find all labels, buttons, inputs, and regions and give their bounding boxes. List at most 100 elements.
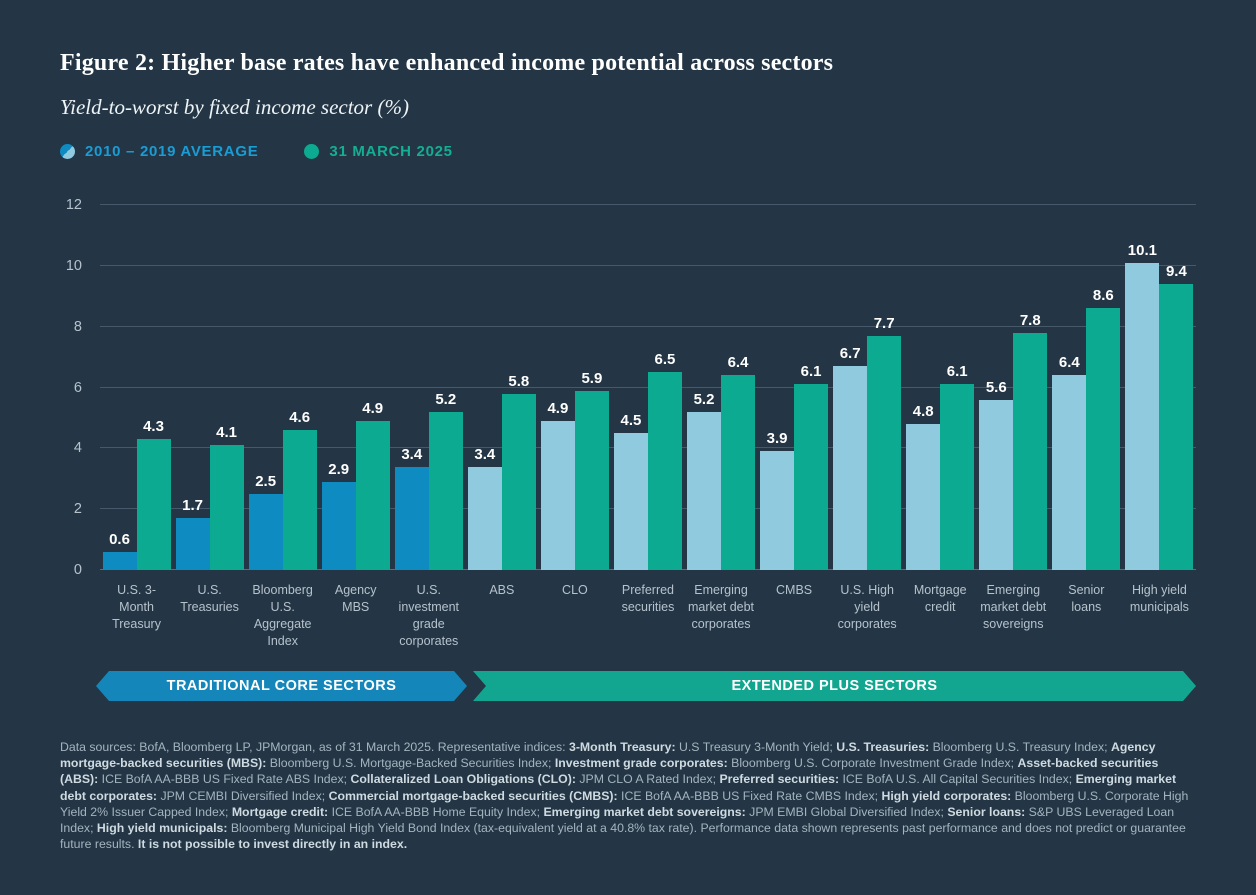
bar-average-column: 3.4 [394,446,429,570]
bar-current [428,411,463,570]
bar-value-label: 10.1 [1127,241,1157,259]
footnote-bold-segment: Preferred securities: [719,772,840,787]
bar-average [979,399,1014,570]
bar-current [867,335,902,570]
footnote-segment: Bloomberg U.S. Corporate Investment Grad… [727,756,1018,771]
y-tick-label: 12 [65,197,82,213]
gridline [100,204,1196,205]
bar-current-column: 5.8 [501,373,536,570]
bar-average [467,466,502,570]
bar-average-column: 4.8 [906,403,941,570]
bar-value-label: 1.7 [182,497,204,515]
footnote-segment: S&P UBS Leveraged Loan Index; [60,804,1175,836]
bar-average-column: 1.7 [175,497,210,570]
y-tick-label: 0 [73,562,82,578]
bar-average-column: 5.6 [979,379,1014,570]
bar-group: 5.2 6.4 [685,354,758,570]
bar-average [906,424,941,570]
bar-value-label: 4.9 [362,399,384,417]
bar-average [760,451,795,570]
bar-current [136,439,171,570]
bar-group: 1.7 4.1 [173,424,246,570]
gridline [100,264,1196,266]
banner-extended-plus: EXTENDED PLUS SECTORS [473,671,1196,701]
x-axis-label: ABS [489,583,515,597]
bar-groups: 0.6 4.3 1.7 4.1 2.5 4.6 2.9 4.9 3.4 5.2 3.4 5.8 4.9 5… [100,205,1196,570]
bar-value-label: 4.8 [912,403,934,420]
bar-value-label: 2.5 [255,472,277,490]
bar-current [794,384,829,570]
bar-value-label: 7.8 [1019,311,1041,329]
bar-current [282,430,317,570]
footnote-segment: JPM EMBI Global Diversified Index; [745,804,948,819]
bar-group: 4.5 6.5 [611,351,684,570]
bar-average [613,433,648,570]
chart-subtitle: Yield-to-worst by fixed income sector (%… [60,95,409,119]
bar-current [355,420,390,570]
y-tick-label: 4 [73,440,82,457]
bar-value-label: 6.4 [727,354,749,372]
bar-current [1159,284,1194,570]
bar-group: 10.1 9.4 [1123,242,1196,570]
x-axis-label: U.S. Treasuries [180,583,239,614]
bar-group: 3.4 5.8 [465,373,538,570]
bar-value-label: 8.6 [1092,287,1114,305]
bar-current [721,375,756,570]
footnote-segment: Bloomberg U.S. Treasury Index; [929,740,1111,754]
solid-circle-icon [304,144,320,159]
bar-average [394,466,429,570]
footnote-bold-segment: Emerging market debt sovereigns: [543,804,746,819]
footnote-bold-segment: High yield municipals: [96,821,228,836]
bar-current-column: 5.9 [574,370,609,570]
bar-group: 5.6 7.8 [977,312,1050,570]
bar-current [574,390,609,570]
bar-average-column: 0.6 [102,530,137,570]
bar-current-column: 5.2 [428,391,463,570]
bar-value-label: 4.6 [289,409,311,427]
footnote-segment: Data sources: BofA, Bloomberg LP, JPMorg… [60,740,569,754]
bar-current-column: 6.5 [647,351,682,570]
bar-current [647,372,682,570]
bar-average-column: 10.1 [1125,241,1160,570]
x-axis-label: U.S. investment grade corporates [398,583,459,648]
bar-average-column: 2.9 [321,461,356,570]
bar-current-column: 6.1 [940,363,975,570]
footnote-bold-segment: Investment grade corporates: [554,756,728,771]
bar-value-label: 6.5 [654,351,676,369]
bar-current-column: 7.7 [867,314,902,570]
x-axis-label: Preferred securities [621,583,675,614]
footnote-bold-segment: Senior loans: [947,804,1026,819]
bar-current-column: 4.3 [136,418,171,570]
x-axis-label: Emerging market debt sovereigns [980,583,1047,631]
y-tick-label: 8 [73,318,82,335]
legend-label-average: 2010 – 2019 AVERAGE [85,143,259,160]
x-axis-label: Bloomberg U.S. Aggregate Index [252,583,313,648]
y-axis: 0 2 4 6 8 10 12 [52,197,92,578]
x-axis-label: CMBS [776,583,813,597]
bar-current-column: 6.1 [794,363,829,570]
bar-average-column: 6.7 [833,345,868,570]
bar-current-column: 8.6 [1086,287,1121,570]
bar-value-label: 7.7 [873,314,895,332]
bar-average [1052,375,1087,570]
bar-average-column: 3.4 [467,446,502,570]
bar-current-column: 4.1 [209,424,244,570]
gridline [100,325,1196,327]
bar-current [1086,308,1121,570]
footnote-bold-segment: Agency mortgage-backed securities (MBS): [60,740,1156,771]
bar-value-label: 6.1 [800,363,822,381]
split-circle-icon [60,144,75,159]
x-axis-label: Agency MBS [334,583,377,614]
bar-current-column: 4.6 [282,409,317,570]
bar-current [501,393,536,570]
footnote-segment: ICE BofA AA-BBB US Fixed Rate ABS Index; [98,772,351,787]
footnote-bold-segment: U.S. Treasuries: [836,740,930,754]
bar-value-label: 0.6 [109,530,130,548]
bar-average-column: 3.9 [760,430,795,570]
bar-average [102,551,137,570]
legend-item-current: 31 MARCH 2025 [304,143,452,160]
footnote-segment: Bloomberg U.S. Mortgage-Backed Securitie… [266,756,555,771]
footnote-bold-segment: It is not possible to invest directly in… [137,837,408,852]
bar-current [940,384,975,570]
